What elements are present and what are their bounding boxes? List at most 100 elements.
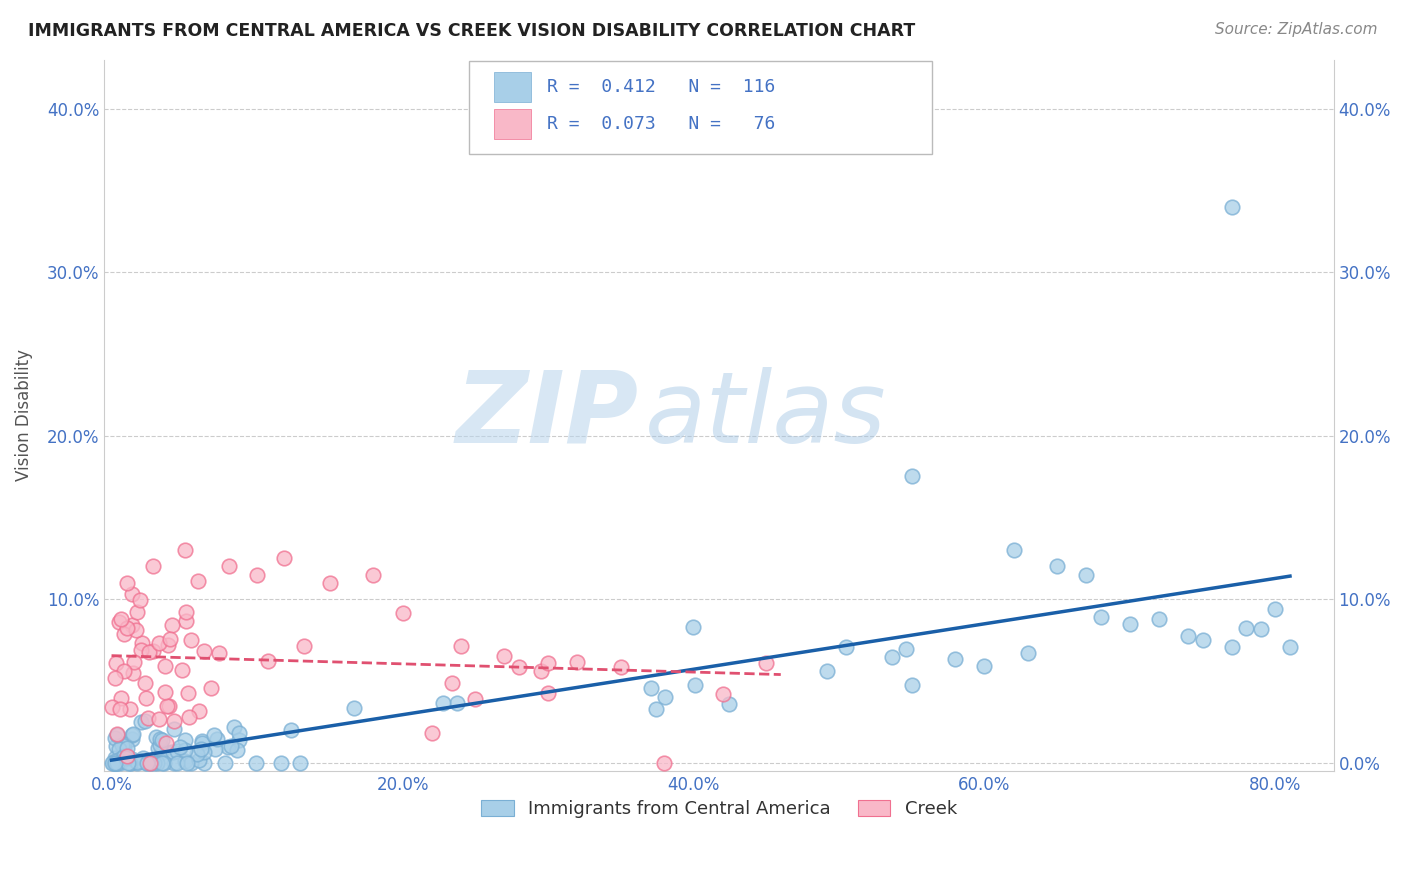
Point bbox=[104, 739, 127, 753]
Point bbox=[292, 639, 315, 653]
Point bbox=[153, 659, 176, 673]
Point bbox=[193, 746, 215, 760]
Point bbox=[174, 732, 197, 747]
Point bbox=[142, 644, 165, 658]
Point bbox=[530, 665, 553, 679]
Point bbox=[280, 723, 302, 737]
Point bbox=[112, 627, 135, 641]
Point bbox=[127, 606, 149, 620]
Point bbox=[645, 702, 668, 716]
Point bbox=[108, 756, 131, 770]
Point bbox=[1119, 616, 1142, 631]
Point bbox=[112, 665, 135, 679]
Text: Source: ZipAtlas.com: Source: ZipAtlas.com bbox=[1215, 22, 1378, 37]
Point bbox=[180, 756, 202, 770]
Point bbox=[1220, 200, 1243, 214]
Point bbox=[246, 567, 269, 582]
Point bbox=[900, 678, 922, 692]
Point bbox=[654, 756, 676, 770]
Point bbox=[256, 654, 278, 668]
Point bbox=[176, 756, 198, 770]
Point bbox=[190, 742, 212, 756]
Point bbox=[163, 756, 186, 770]
Point bbox=[150, 756, 173, 770]
Point bbox=[108, 752, 131, 766]
Point bbox=[1250, 622, 1272, 636]
Point bbox=[1264, 602, 1286, 616]
Point bbox=[110, 755, 132, 769]
Point bbox=[640, 681, 662, 695]
Point bbox=[101, 756, 124, 770]
Text: ZIP: ZIP bbox=[456, 367, 640, 464]
Point bbox=[148, 740, 170, 755]
Point bbox=[245, 756, 267, 770]
Point bbox=[104, 731, 127, 746]
Point bbox=[138, 710, 160, 724]
Legend: Immigrants from Central America, Creek: Immigrants from Central America, Creek bbox=[474, 793, 965, 826]
Point bbox=[270, 756, 292, 770]
Point bbox=[105, 756, 128, 770]
Point bbox=[115, 621, 138, 635]
Point bbox=[537, 686, 560, 700]
Point bbox=[101, 699, 124, 714]
Point bbox=[110, 752, 132, 766]
Point bbox=[943, 651, 966, 665]
Point bbox=[159, 745, 181, 759]
Point bbox=[120, 756, 142, 770]
Point bbox=[441, 676, 464, 690]
Bar bbox=[494, 109, 531, 138]
Point bbox=[148, 738, 170, 752]
Point bbox=[273, 551, 295, 566]
Point bbox=[683, 678, 706, 692]
Point bbox=[1234, 621, 1257, 635]
Point bbox=[103, 756, 125, 770]
Point bbox=[446, 696, 468, 710]
Point bbox=[104, 657, 127, 671]
Point bbox=[163, 723, 186, 737]
Point bbox=[157, 638, 180, 652]
Point bbox=[103, 756, 125, 770]
Point bbox=[319, 575, 342, 590]
Point bbox=[711, 687, 734, 701]
Point bbox=[104, 754, 127, 768]
Point bbox=[186, 747, 208, 762]
Point bbox=[1002, 543, 1025, 558]
Point bbox=[218, 559, 240, 574]
Point bbox=[494, 648, 516, 663]
Point bbox=[118, 702, 141, 716]
Point bbox=[162, 745, 184, 759]
Point bbox=[217, 739, 239, 754]
Point bbox=[142, 559, 165, 574]
Point bbox=[124, 655, 146, 669]
Point bbox=[815, 664, 838, 678]
Point bbox=[222, 720, 245, 734]
Point bbox=[149, 732, 172, 747]
Point bbox=[179, 710, 201, 724]
Point bbox=[112, 737, 135, 751]
Point bbox=[121, 618, 143, 632]
Point bbox=[200, 681, 222, 696]
Point bbox=[288, 756, 311, 770]
Point bbox=[131, 636, 153, 650]
Text: IMMIGRANTS FROM CENTRAL AMERICA VS CREEK VISION DISABILITY CORRELATION CHART: IMMIGRANTS FROM CENTRAL AMERICA VS CREEK… bbox=[28, 22, 915, 40]
Point bbox=[900, 469, 922, 483]
FancyBboxPatch shape bbox=[470, 61, 932, 154]
Point bbox=[148, 636, 170, 650]
Point bbox=[565, 655, 588, 669]
Point bbox=[105, 726, 128, 740]
Point bbox=[115, 740, 138, 755]
Point bbox=[202, 728, 225, 742]
Point bbox=[138, 645, 160, 659]
Point bbox=[363, 567, 385, 582]
Point bbox=[174, 543, 197, 558]
Point bbox=[120, 756, 142, 770]
Point bbox=[174, 606, 197, 620]
Point bbox=[110, 691, 132, 706]
Point bbox=[121, 665, 143, 680]
Bar bbox=[494, 71, 531, 102]
Point bbox=[135, 756, 157, 770]
Point bbox=[121, 587, 143, 601]
Point bbox=[464, 692, 486, 706]
Point bbox=[1076, 567, 1098, 582]
Point bbox=[153, 756, 176, 770]
